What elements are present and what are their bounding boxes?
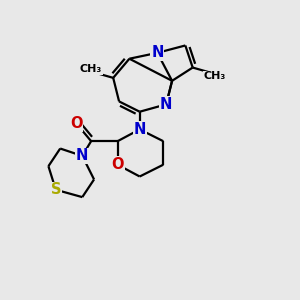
Text: N: N [134, 122, 146, 137]
Text: O: O [70, 116, 82, 131]
Text: N: N [160, 97, 172, 112]
Text: N: N [151, 45, 164, 60]
Text: S: S [50, 182, 61, 197]
Text: N: N [76, 148, 88, 164]
Text: O: O [111, 157, 124, 172]
Text: CH₃: CH₃ [204, 71, 226, 81]
Text: CH₃: CH₃ [80, 64, 102, 74]
